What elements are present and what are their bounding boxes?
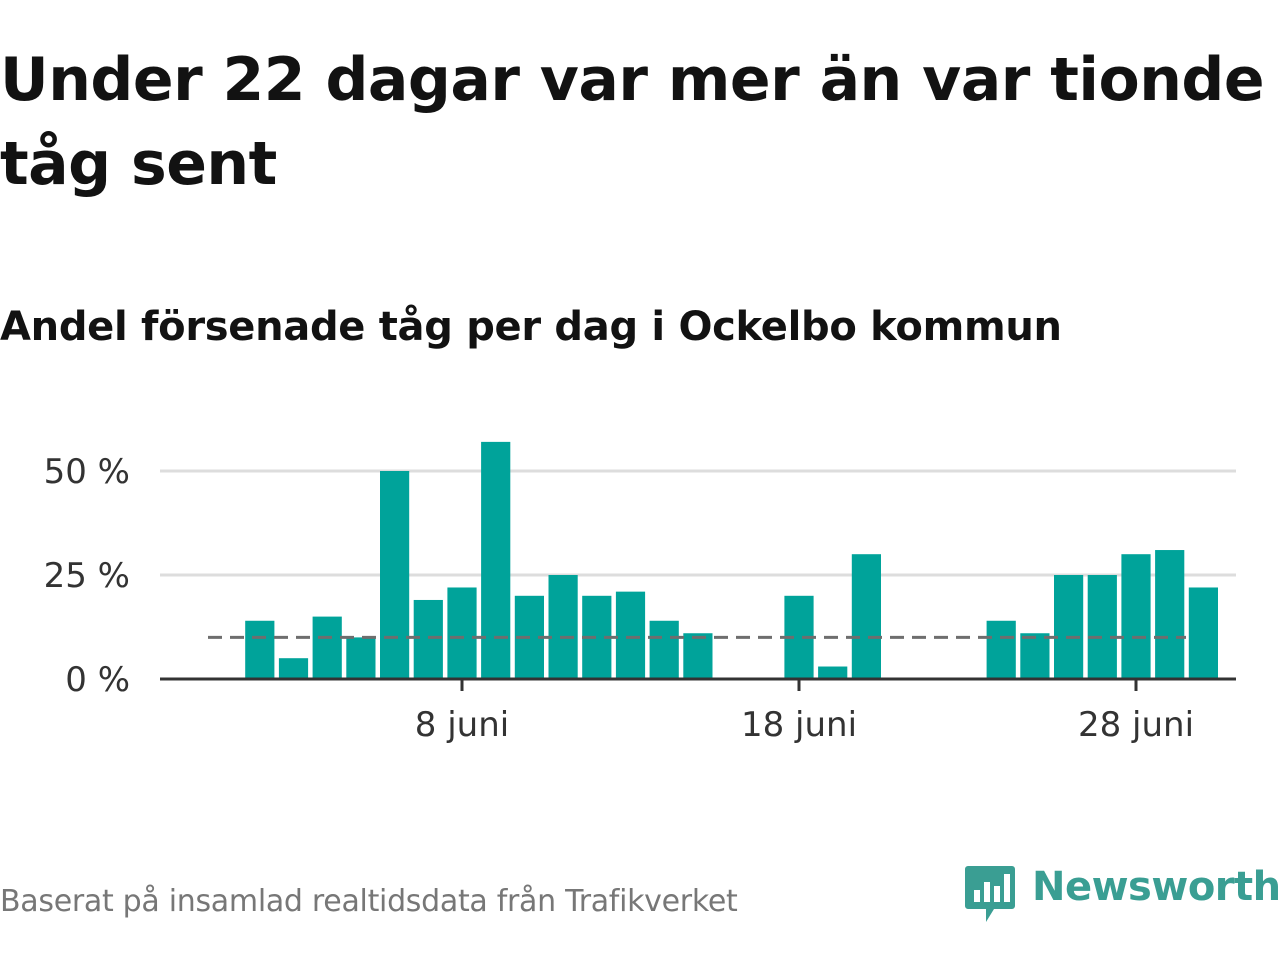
bar [1087,575,1117,679]
bars [245,441,1218,679]
chart-title: Under 22 dagar var mer än var tionde tåg… [0,45,1265,199]
chart-bubble-icon [965,866,1015,922]
bar [1188,587,1218,679]
bar [413,599,443,679]
y-axis-ticks: 0 % 25 % 50 % [44,452,130,700]
gridlines [160,469,1236,577]
x-tick-label: 18 juni [741,705,857,745]
bar [548,575,578,679]
bar [245,620,275,679]
bar [818,666,848,679]
bar [447,587,477,679]
bar [1121,554,1151,679]
bar [278,658,309,679]
bar-chart: 0 % 25 % 50 % 8 juni 18 juni 28 juni [44,441,1236,745]
x-tick-label: 8 juni [415,705,509,745]
bar [683,633,713,679]
bar [312,616,342,679]
bar [1054,575,1084,679]
y-tick-label: 25 % [44,556,130,596]
x-tick-label: 28 juni [1078,705,1194,745]
bar [615,591,646,679]
bar [1020,633,1050,679]
bar [481,441,511,679]
bar [986,620,1016,679]
bar [346,637,376,679]
newsworthy-logo[interactable]: Newsworthy [964,862,1280,926]
source-note: Baserat på insamlad realtidsdata från Tr… [0,884,738,919]
x-axis-ticks: 8 juni 18 juni 28 juni [415,679,1194,745]
bar [1155,550,1185,679]
bar [649,620,679,679]
y-tick-label: 50 % [44,452,130,492]
brand-name: Newsworthy [1032,864,1280,910]
y-tick-label: 0 % [65,660,130,700]
bar [380,471,410,679]
bar [851,554,881,679]
chart-subtitle: Andel försenade tåg per dag i Ockelbo ko… [0,304,1062,350]
